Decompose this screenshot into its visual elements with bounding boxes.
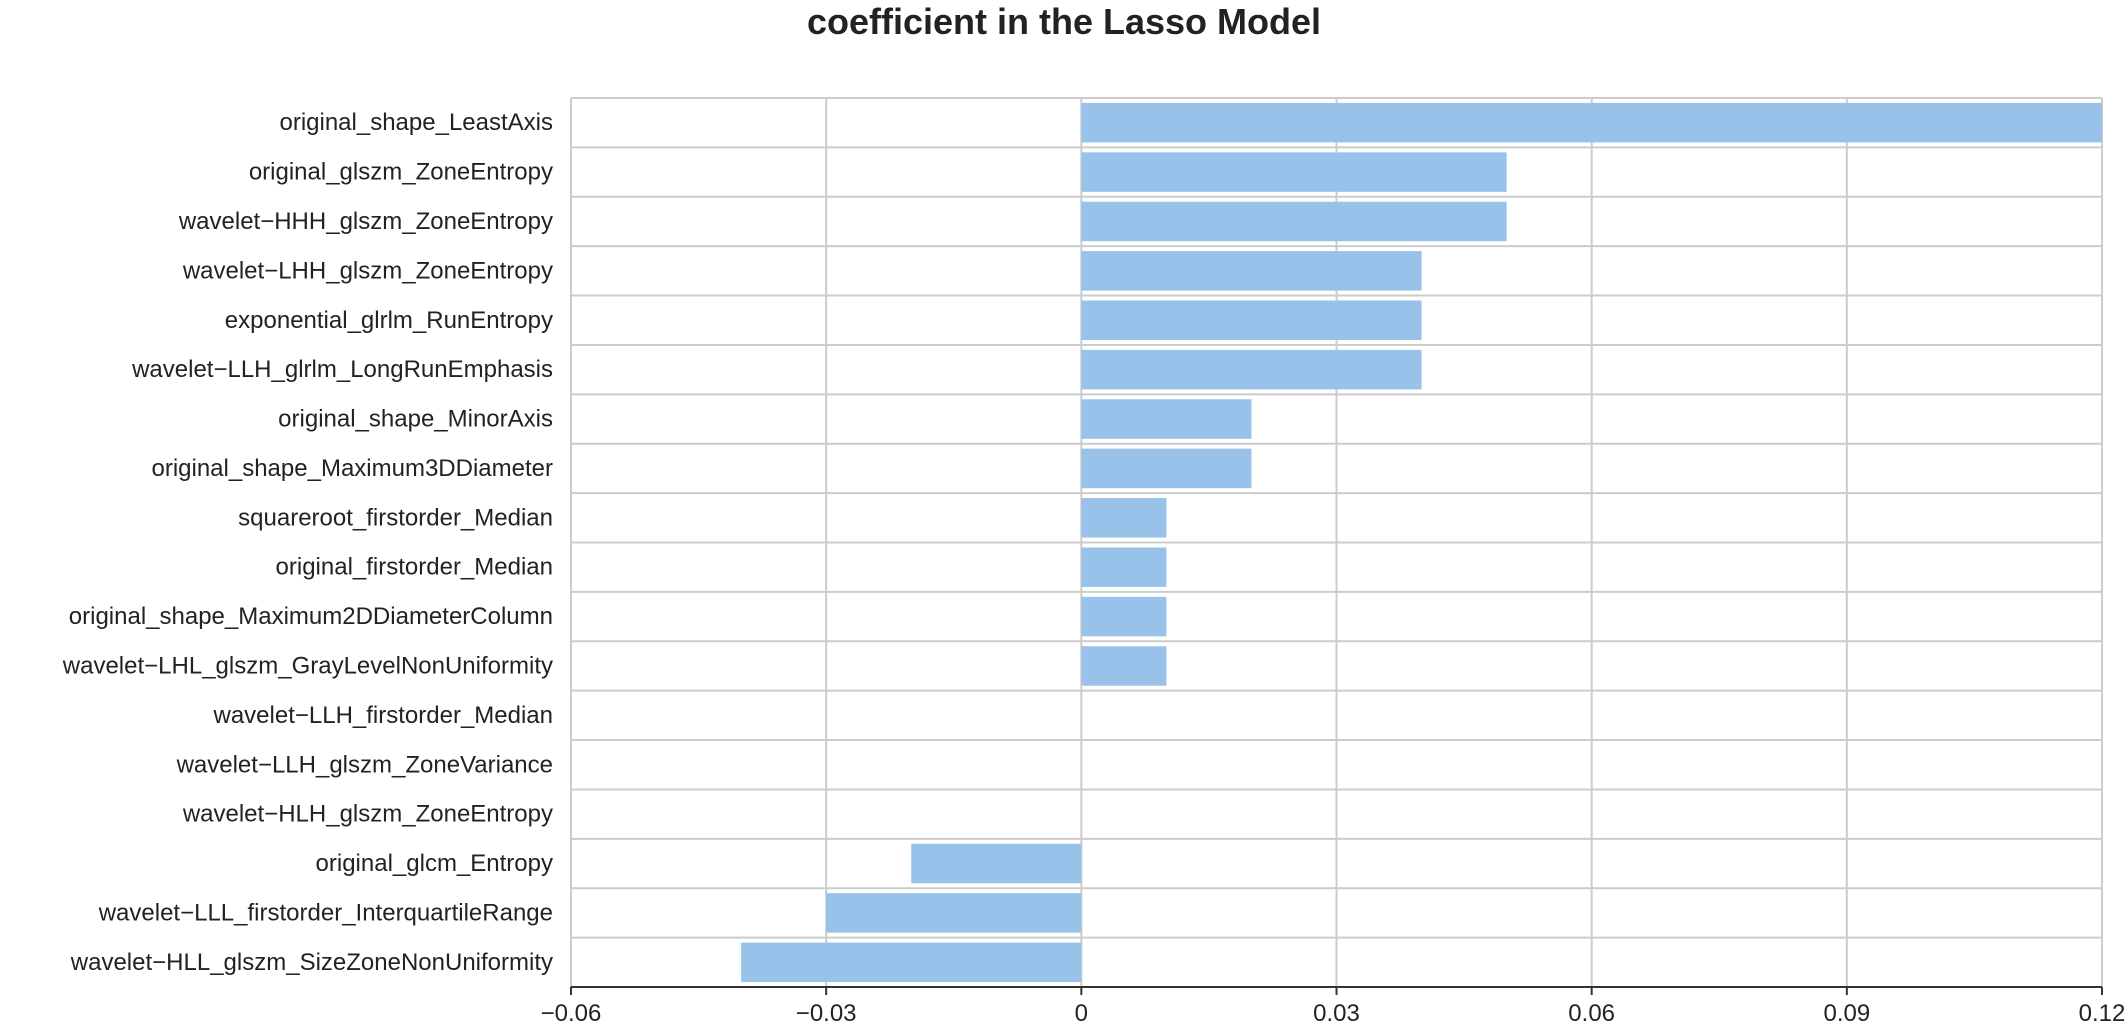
y-tick-label: original_shape_Maximum3DDiameter bbox=[151, 455, 553, 482]
x-tick-label: −0.06 bbox=[541, 1000, 602, 1027]
bar bbox=[1081, 300, 1422, 341]
y-tick-label: wavelet−HLL_glszm_SizeZoneNonUniformity bbox=[70, 949, 553, 976]
bar bbox=[1081, 152, 1507, 192]
x-tick-label: 0.06 bbox=[1568, 1000, 1615, 1027]
y-tick-label: original_shape_LeastAxis bbox=[279, 109, 553, 136]
bar bbox=[1081, 448, 1252, 489]
y-tick-label: original_firstorder_Median bbox=[276, 554, 553, 581]
y-tick-label: original_shape_MinorAxis bbox=[278, 406, 553, 433]
bar bbox=[911, 843, 1082, 884]
y-tick-labels: original_shape_LeastAxis original_glszm_Z… bbox=[62, 109, 553, 976]
bar bbox=[1081, 102, 2102, 143]
y-tick-label: wavelet−LLL_firstorder_InterquartileRang… bbox=[98, 899, 553, 926]
y-tick-label: wavelet−LLH_glszm_ZoneVariance bbox=[176, 751, 553, 778]
bar bbox=[1081, 399, 1252, 439]
x-tick-label: 0.12 bbox=[2079, 1000, 2126, 1027]
y-tick-label: exponential_glrlm_RunEntropy bbox=[225, 307, 553, 334]
y-tick-label: wavelet−LHH_glszm_ZoneEntropy bbox=[182, 257, 553, 284]
axis-layer bbox=[570, 986, 2103, 995]
y-tick-label: wavelet−HLH_glszm_ZoneEntropy bbox=[182, 801, 553, 828]
chart-title: coefficient in the Lasso Model bbox=[806, 1, 1322, 42]
bar bbox=[1081, 596, 1167, 637]
bar bbox=[1081, 349, 1422, 390]
y-tick-label: wavelet−LLH_firstorder_Median bbox=[212, 702, 553, 729]
y-tick-label: original_glcm_Entropy bbox=[316, 850, 553, 877]
x-tick-label: 0.09 bbox=[1823, 1000, 1870, 1027]
bar bbox=[1081, 547, 1167, 587]
bar bbox=[1081, 251, 1422, 291]
x-tick-label: −0.03 bbox=[796, 1000, 857, 1027]
bar bbox=[826, 893, 1082, 933]
x-tick-label: 0.03 bbox=[1313, 1000, 1360, 1027]
y-tick-label: wavelet−HHH_glszm_ZoneEntropy bbox=[178, 208, 553, 235]
y-tick-label: squareroot_firstorder_Median bbox=[238, 504, 553, 531]
x-tick-labels: −0.06 −0.03 0 0.03 0.06 0.09 0.12 bbox=[541, 1000, 2126, 1027]
x-tick-label: 0 bbox=[1075, 1000, 1088, 1027]
y-tick-label: original_glszm_ZoneEntropy bbox=[249, 159, 553, 186]
bar bbox=[1081, 646, 1167, 686]
bar bbox=[1081, 498, 1167, 538]
y-tick-label: wavelet−LLH_glrlm_LongRunEmphasis bbox=[131, 356, 553, 383]
y-tick-label: original_shape_Maximum2DDiameterColumn bbox=[69, 603, 553, 630]
y-tick-label: wavelet−LHL_glszm_GrayLevelNonUniformity bbox=[62, 652, 553, 679]
bars-layer bbox=[741, 102, 2102, 983]
bar bbox=[741, 942, 1082, 983]
bar bbox=[1081, 201, 1507, 242]
